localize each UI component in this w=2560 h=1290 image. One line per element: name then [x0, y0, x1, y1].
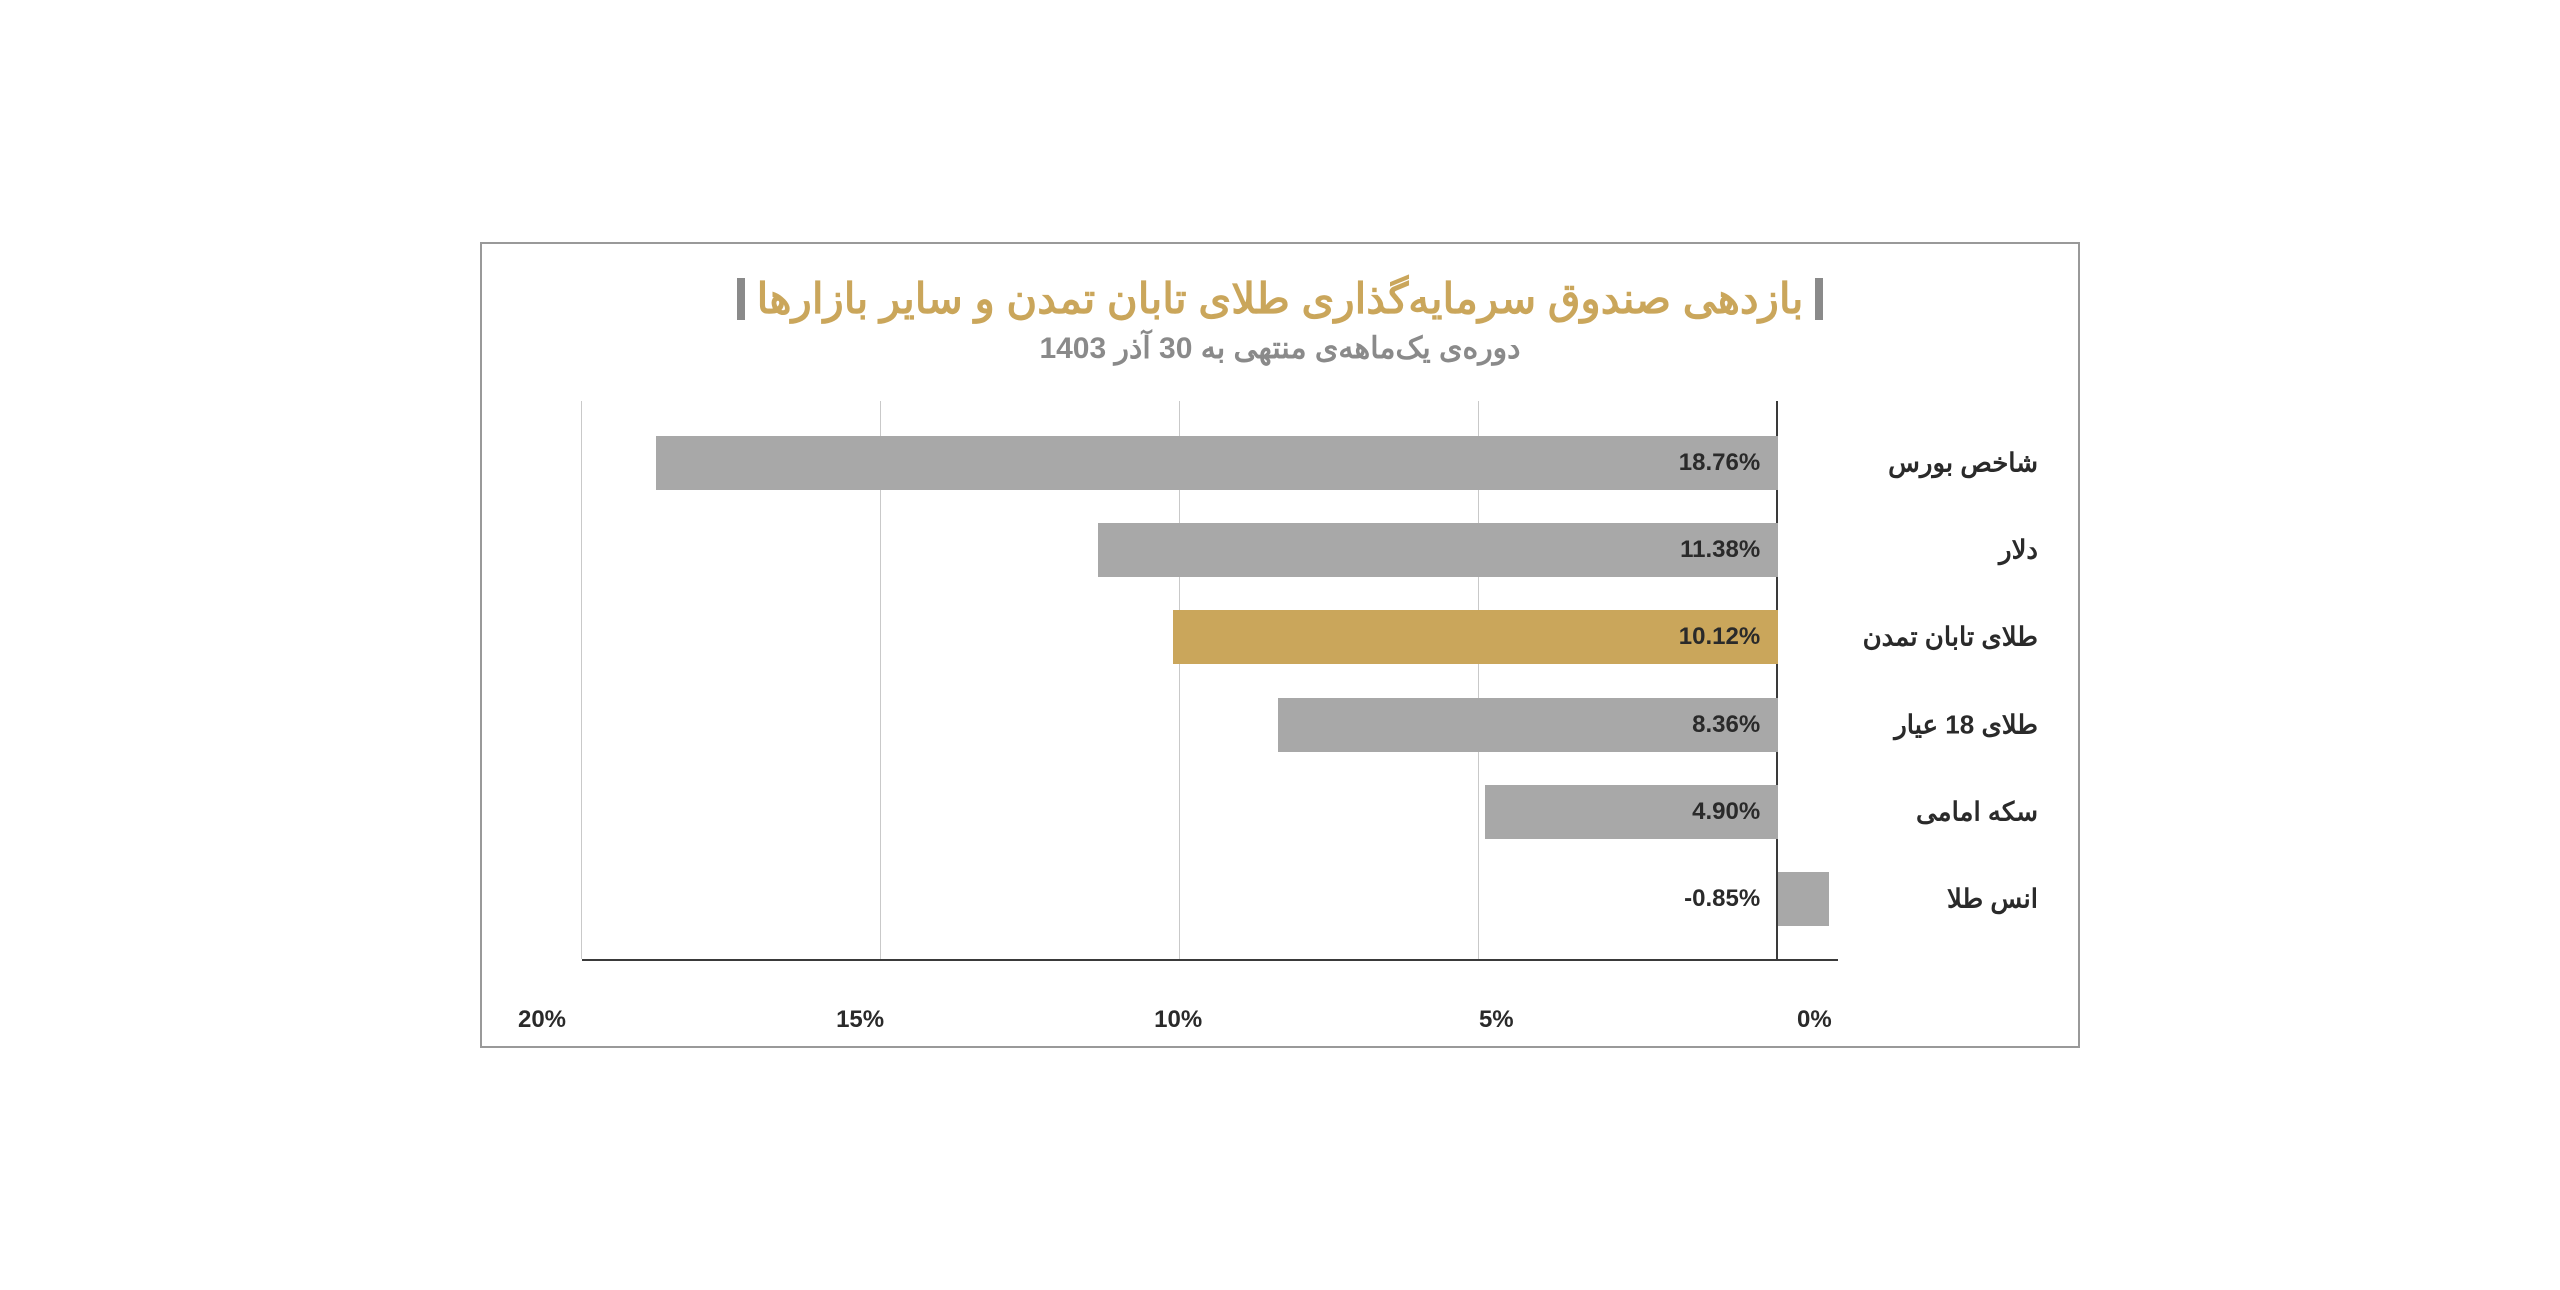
category-label: طلای تابان تمدن	[1848, 622, 2038, 653]
x-tick-label: 0%	[1797, 1006, 1832, 1034]
chart-subtitle: دوره‌ی یک‌ماهه‌ی منتهی به 30 آذر 1403	[522, 331, 2038, 366]
bar	[656, 436, 1778, 490]
bar-row: -0.85%انس طلا	[582, 872, 1838, 926]
bar	[1778, 872, 1829, 926]
bar-value-label: 4.90%	[1692, 798, 1760, 826]
bar-value-label: -0.85%	[1684, 885, 1760, 913]
x-tick-label: 5%	[1479, 1006, 1514, 1034]
bar-value-label: 10.12%	[1679, 623, 1760, 651]
chart-container: بازدهی صندوق سرمایه‌گذاری طلای تابان تمد…	[480, 242, 2080, 1048]
title-accent-bar	[1815, 278, 1823, 320]
bar	[1098, 523, 1779, 577]
category-label: شاخص بورس	[1848, 447, 2038, 478]
bar-value-label: 18.76%	[1679, 449, 1760, 477]
category-label: انس طلا	[1848, 884, 2038, 915]
title-row: بازدهی صندوق سرمایه‌گذاری طلای تابان تمد…	[522, 274, 2038, 323]
bar-row: 4.90%سکه امامی	[582, 785, 1838, 839]
plot-area: 18.76%شاخص بورس 11.38%دلار 10.12%طلای تابا…	[582, 401, 1838, 961]
x-axis: 0%5%10%15%20%	[542, 1006, 1878, 1036]
bar-row: 10.12%طلای تابان تمدن	[582, 610, 1838, 664]
x-tick-label: 10%	[1154, 1006, 1202, 1034]
bars-group: 18.76%شاخص بورس 11.38%دلار 10.12%طلای تابا…	[582, 401, 1838, 961]
bar-row: 18.76%شاخص بورس	[582, 436, 1838, 490]
bar-value-label: 11.38%	[1680, 536, 1760, 564]
x-tick-label: 20%	[518, 1006, 566, 1034]
category-label: دلار	[1848, 534, 2038, 565]
bar-value-label: 8.36%	[1692, 711, 1760, 739]
bar-row: 11.38%دلار	[582, 523, 1838, 577]
bar-row: 8.36%طلای 18 عیار	[582, 698, 1838, 752]
title-accent-bar	[737, 278, 745, 320]
chart-title: بازدهی صندوق سرمایه‌گذاری طلای تابان تمد…	[757, 274, 1804, 323]
x-tick-label: 15%	[836, 1006, 884, 1034]
category-label: سکه امامی	[1848, 796, 2038, 827]
category-label: طلای 18 عیار	[1848, 709, 2038, 740]
